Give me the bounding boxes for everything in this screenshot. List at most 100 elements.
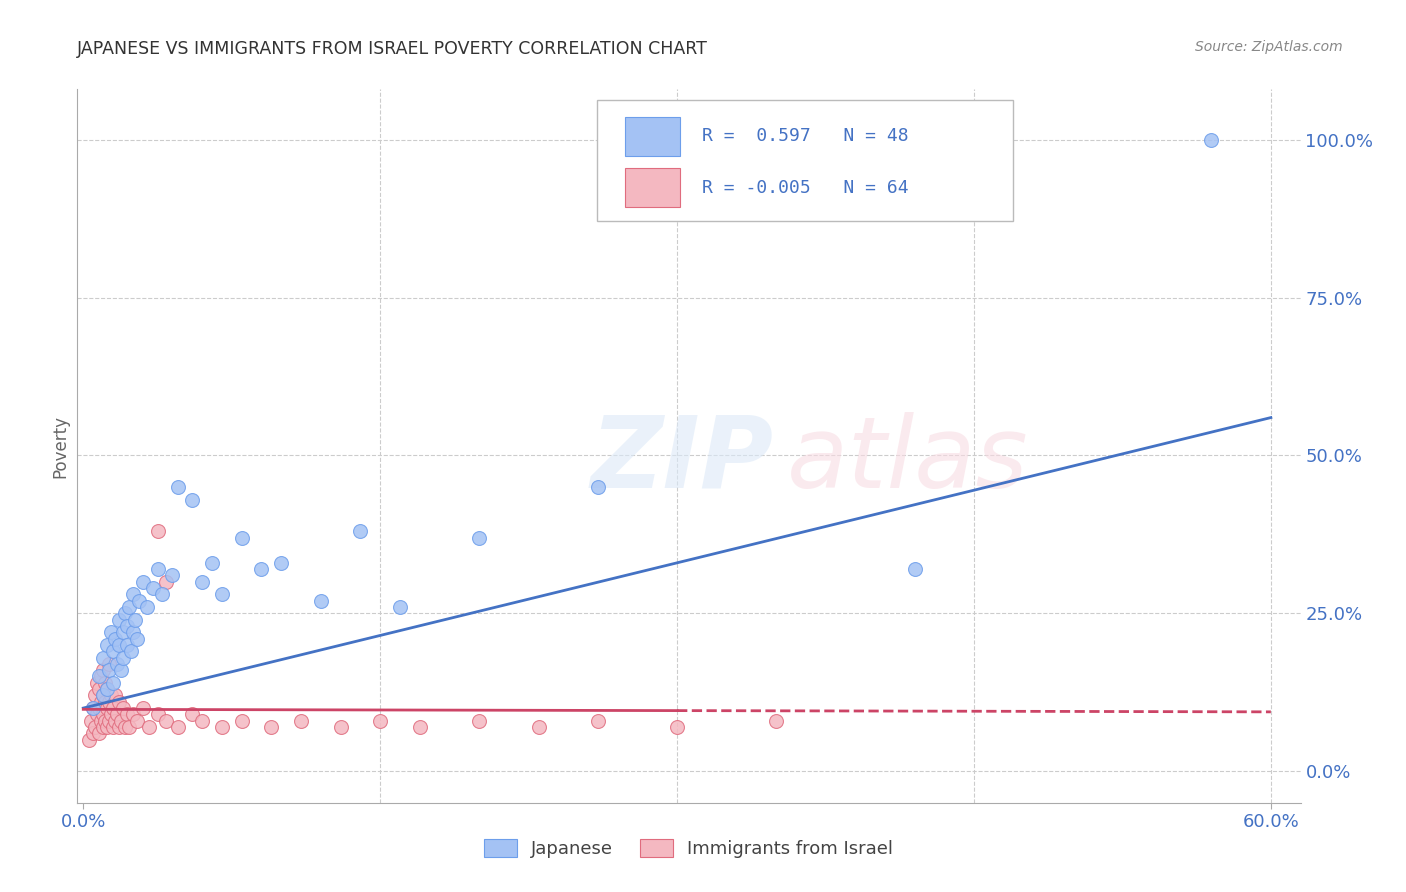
Y-axis label: Poverty: Poverty bbox=[51, 415, 69, 477]
Point bbox=[309, 593, 332, 607]
Point bbox=[121, 707, 143, 722]
Point bbox=[91, 650, 114, 665]
Point bbox=[101, 701, 124, 715]
Point bbox=[94, 675, 117, 690]
Point bbox=[270, 556, 292, 570]
Bar bbox=[626, 117, 681, 156]
Point bbox=[155, 714, 177, 728]
Point bbox=[87, 682, 110, 697]
Point bbox=[666, 720, 689, 734]
Point bbox=[82, 701, 104, 715]
Point bbox=[96, 682, 118, 697]
Point bbox=[94, 695, 117, 709]
Text: R =  0.597   N = 48: R = 0.597 N = 48 bbox=[703, 128, 910, 145]
Point bbox=[586, 714, 609, 728]
Point bbox=[90, 695, 112, 709]
Point bbox=[191, 574, 214, 589]
Point bbox=[105, 657, 128, 671]
Point bbox=[167, 720, 190, 734]
Point bbox=[409, 720, 432, 734]
Text: R = -0.005   N = 64: R = -0.005 N = 64 bbox=[703, 178, 910, 196]
Point bbox=[125, 714, 148, 728]
Point bbox=[91, 689, 114, 703]
Bar bbox=[626, 168, 681, 207]
Text: ZIP: ZIP bbox=[591, 412, 775, 508]
Point bbox=[167, 480, 190, 494]
Point bbox=[135, 600, 157, 615]
Legend: Japanese, Immigrants from Israel: Japanese, Immigrants from Israel bbox=[477, 831, 901, 865]
Point bbox=[349, 524, 371, 539]
Point bbox=[91, 707, 114, 722]
Point bbox=[80, 714, 103, 728]
Point bbox=[388, 600, 411, 615]
Point bbox=[108, 720, 131, 734]
Point bbox=[104, 632, 127, 646]
Point bbox=[111, 625, 134, 640]
Point bbox=[114, 720, 136, 734]
Point bbox=[121, 587, 143, 601]
Point bbox=[211, 587, 233, 601]
Point bbox=[87, 669, 110, 683]
Point bbox=[108, 613, 131, 627]
Point bbox=[90, 714, 112, 728]
Point bbox=[329, 720, 352, 734]
Point bbox=[765, 714, 787, 728]
Text: JAPANESE VS IMMIGRANTS FROM ISRAEL POVERTY CORRELATION CHART: JAPANESE VS IMMIGRANTS FROM ISRAEL POVER… bbox=[77, 40, 709, 58]
Point bbox=[201, 556, 224, 570]
Point bbox=[98, 695, 121, 709]
Point bbox=[125, 632, 148, 646]
Point bbox=[903, 562, 925, 576]
Point bbox=[124, 613, 146, 627]
Point bbox=[121, 625, 143, 640]
Point bbox=[141, 581, 163, 595]
Point bbox=[468, 531, 491, 545]
Point bbox=[77, 732, 100, 747]
Point bbox=[162, 568, 184, 582]
Point bbox=[120, 644, 142, 658]
Point bbox=[91, 720, 114, 734]
Point bbox=[131, 574, 153, 589]
Point bbox=[84, 689, 107, 703]
Point bbox=[118, 600, 141, 615]
Point bbox=[101, 675, 124, 690]
Point bbox=[148, 707, 170, 722]
Point bbox=[148, 524, 170, 539]
Point bbox=[368, 714, 391, 728]
Point bbox=[90, 669, 112, 683]
Point bbox=[94, 714, 117, 728]
Point bbox=[114, 607, 136, 621]
Point bbox=[260, 720, 283, 734]
Point bbox=[527, 720, 550, 734]
Text: atlas: atlas bbox=[787, 412, 1028, 508]
Point bbox=[108, 695, 131, 709]
Point bbox=[82, 726, 104, 740]
Text: Source: ZipAtlas.com: Source: ZipAtlas.com bbox=[1195, 40, 1343, 54]
Point bbox=[586, 480, 609, 494]
Point bbox=[86, 707, 108, 722]
Point bbox=[148, 562, 170, 576]
Point bbox=[115, 619, 138, 633]
Point bbox=[96, 638, 118, 652]
Point bbox=[181, 492, 204, 507]
Point bbox=[87, 701, 110, 715]
Point bbox=[105, 707, 128, 722]
Point bbox=[111, 650, 134, 665]
Point bbox=[290, 714, 312, 728]
Point bbox=[211, 720, 233, 734]
Point bbox=[111, 701, 134, 715]
Point bbox=[101, 644, 124, 658]
Point bbox=[108, 638, 131, 652]
Point bbox=[152, 587, 174, 601]
Point bbox=[131, 701, 153, 715]
Point bbox=[98, 657, 121, 671]
Point bbox=[231, 714, 253, 728]
Point bbox=[138, 720, 160, 734]
Point bbox=[128, 593, 150, 607]
Point bbox=[84, 720, 107, 734]
Point bbox=[104, 689, 127, 703]
Point bbox=[82, 701, 104, 715]
Point bbox=[96, 720, 118, 734]
Point bbox=[101, 720, 124, 734]
Point bbox=[118, 720, 141, 734]
Point bbox=[191, 714, 214, 728]
